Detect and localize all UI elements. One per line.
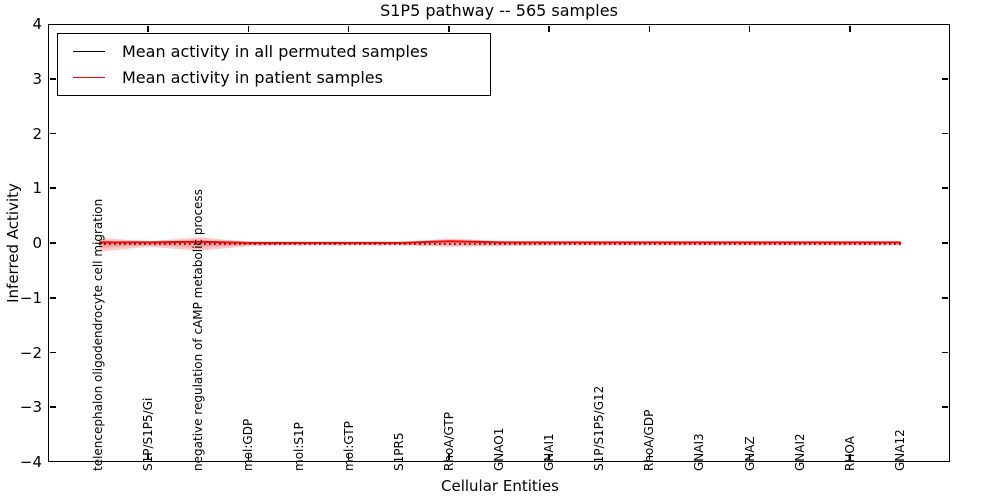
y-tick-mark: [942, 406, 949, 409]
y-tick-mark: [942, 296, 949, 299]
y-tick-mark: [942, 242, 949, 244]
x-tick-mark: [247, 454, 250, 461]
y-tick-label: 2: [32, 124, 42, 143]
y-tick-label: 0: [32, 234, 42, 252]
x-tick-mark: [347, 25, 350, 32]
x-category-label: negative regulation of cAMP metabolic pr…: [191, 189, 206, 471]
y-tick-label: 1: [32, 179, 42, 198]
x-category-label: S1PR5: [391, 432, 406, 471]
y-tick-mark: [49, 132, 56, 135]
legend-item-patient: Mean activity in patient samples: [58, 65, 490, 91]
y-tick-mark: [49, 187, 56, 190]
chart-title: S1P5 pathway -- 565 samples: [380, 1, 618, 20]
x-category-label: mol:GTP: [341, 421, 356, 471]
x-category-label: GNA12: [892, 429, 907, 471]
y-tick-mark: [942, 351, 949, 354]
y-tick-label: −4: [19, 453, 42, 471]
x-tick-mark: [147, 25, 150, 32]
x-tick-mark: [648, 454, 651, 461]
x-tick-mark: [648, 25, 651, 32]
patient-line-sample-icon: [73, 77, 105, 79]
x-tick-mark: [848, 454, 851, 461]
x-tick-mark: [347, 454, 350, 461]
y-tick-mark: [49, 351, 56, 354]
x-category-label: S1P/S1P5/Gi: [141, 397, 156, 471]
x-tick-mark: [748, 454, 751, 461]
y-tick-label: 3: [32, 69, 42, 88]
y-tick-label: −3: [19, 398, 42, 417]
x-axis-label: Cellular Entities: [441, 477, 559, 495]
x-tick-mark: [848, 25, 851, 32]
x-tick-mark: [548, 454, 550, 461]
x-category-label: RhoA/GTP: [441, 412, 456, 471]
y-tick-mark: [49, 77, 56, 80]
y-tick-mark: [942, 77, 949, 80]
y-tick-mark: [942, 187, 949, 190]
y-tick-mark: [49, 242, 56, 244]
x-category-label: GNAI1: [542, 433, 557, 471]
plot-area: [48, 24, 950, 462]
x-category-label: RhoA/GDP: [642, 409, 657, 471]
y-tick-mark: [49, 296, 56, 299]
chart-data-layer: [99, 237, 901, 252]
x-tick-mark: [448, 454, 450, 461]
x-category-label: GNAI3: [692, 433, 707, 471]
y-tick-mark: [49, 406, 56, 409]
x-category-label: telencephalon oligodendrocyte cell migra…: [91, 198, 106, 471]
y-tick-mark: [942, 132, 949, 135]
x-tick-mark: [448, 25, 450, 32]
legend-item-permuted: Mean activity in all permuted samples: [58, 38, 490, 64]
x-tick-mark: [548, 25, 550, 32]
x-tick-mark: [247, 25, 250, 32]
legend: Mean activity in all permuted samples Me…: [57, 33, 491, 96]
x-category-label: RHOA: [842, 436, 857, 471]
x-tick-mark: [748, 25, 751, 32]
y-tick-label: −1: [19, 288, 42, 307]
y-tick-label: 4: [32, 15, 42, 33]
x-category-label: GNAZ: [742, 436, 757, 471]
x-tick-mark: [147, 454, 150, 461]
legend-item-label: Mean activity in patient samples: [122, 68, 383, 88]
legend-item-label: Mean activity in all permuted samples: [122, 41, 429, 61]
x-category-label: GNAI2: [792, 433, 807, 471]
permuted-line-sample-icon: [73, 50, 105, 52]
y-tick-label: −2: [19, 343, 42, 362]
x-category-label: mol:S1P: [291, 422, 306, 471]
patient-mean-line: [99, 240, 901, 244]
x-category-label: GNAO1: [492, 427, 506, 471]
x-category-label: mol:GDP: [241, 418, 256, 471]
x-category-label: S1P/S1P5/G12: [592, 385, 607, 471]
